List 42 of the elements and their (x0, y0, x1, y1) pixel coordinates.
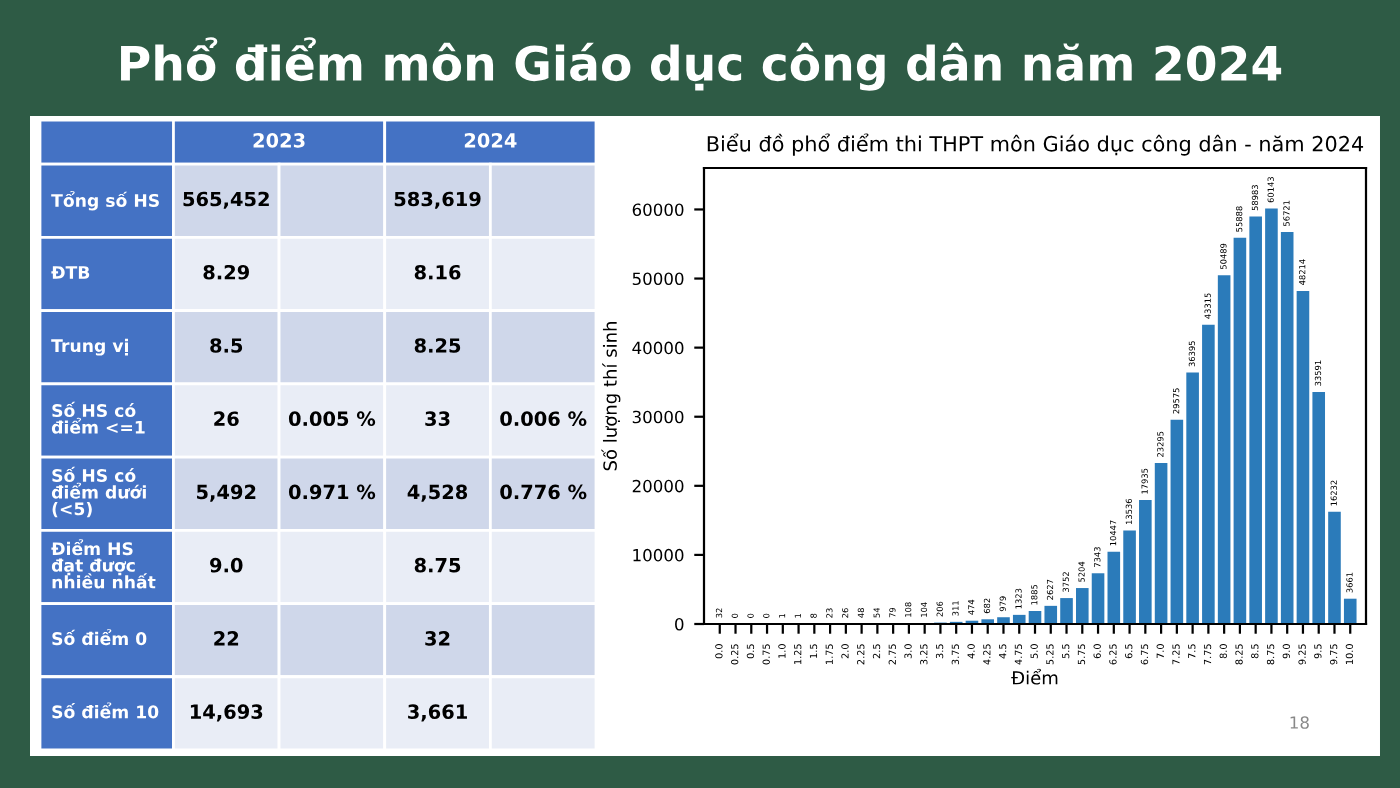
category-label: Trung vị (51, 338, 128, 356)
category-label: Số điểm 10 (52, 702, 159, 719)
text: 583,619 (394, 191, 481, 209)
text: 8.16 (414, 264, 461, 280)
text: 22 (214, 631, 239, 646)
text: 4,528 (407, 484, 468, 502)
category-label: 2023 (253, 132, 305, 148)
text: 14,693 (190, 704, 263, 722)
text: 0.776 % (500, 484, 587, 500)
text: 0.005 % (288, 411, 376, 427)
text: 8.5 (210, 338, 243, 353)
x-axis-title: Điểm (1011, 668, 1058, 685)
text: 26 (214, 411, 239, 427)
category-label: ĐTB (51, 266, 90, 279)
text: 32 (425, 631, 450, 646)
y-tick-label: 10000 (633, 548, 684, 562)
y-axis-title: Số lượng thí sinh (601, 322, 621, 471)
text: 9.0 (210, 557, 243, 573)
text: 565,452 (183, 191, 269, 209)
category-label: Tổng số HS (51, 191, 159, 211)
y-tick-label: 30000 (632, 410, 684, 424)
chart-title: Biểu đồ phổ điểm thi THPT môn Giáo dục công dân - năm 2024 (707, 133, 1364, 156)
text: 18 (1290, 716, 1309, 729)
y-tick-label: 0 (675, 617, 684, 631)
category-label: Số điểm 0 (52, 629, 147, 646)
text: 8.29 (203, 264, 250, 280)
y-tick-label: 50000 (632, 272, 684, 286)
y-tick-label: 40000 (632, 341, 684, 355)
category-label: Số HS có điểm <=1 (51, 401, 145, 434)
text: 5,492 (197, 484, 256, 502)
text: 33 (425, 411, 450, 427)
text: 0.971 % (288, 484, 376, 500)
text: Phổ điểm môn Giáo dục công dân năm 2024 (121, 37, 1282, 91)
text: 8.25 (414, 338, 461, 353)
y-tick-label: 60000 (632, 203, 684, 217)
text: 0.006 % (500, 411, 587, 427)
text: 3,661 (408, 704, 467, 722)
text: 8.75 (414, 557, 461, 573)
category-label: Số HS có điểm dưới (<5) (51, 466, 146, 518)
category-label: 2024 (464, 132, 517, 148)
y-tick-label: 20000 (632, 479, 684, 493)
category-label: Điểm HS đạt được nhiều nhất (51, 539, 156, 589)
